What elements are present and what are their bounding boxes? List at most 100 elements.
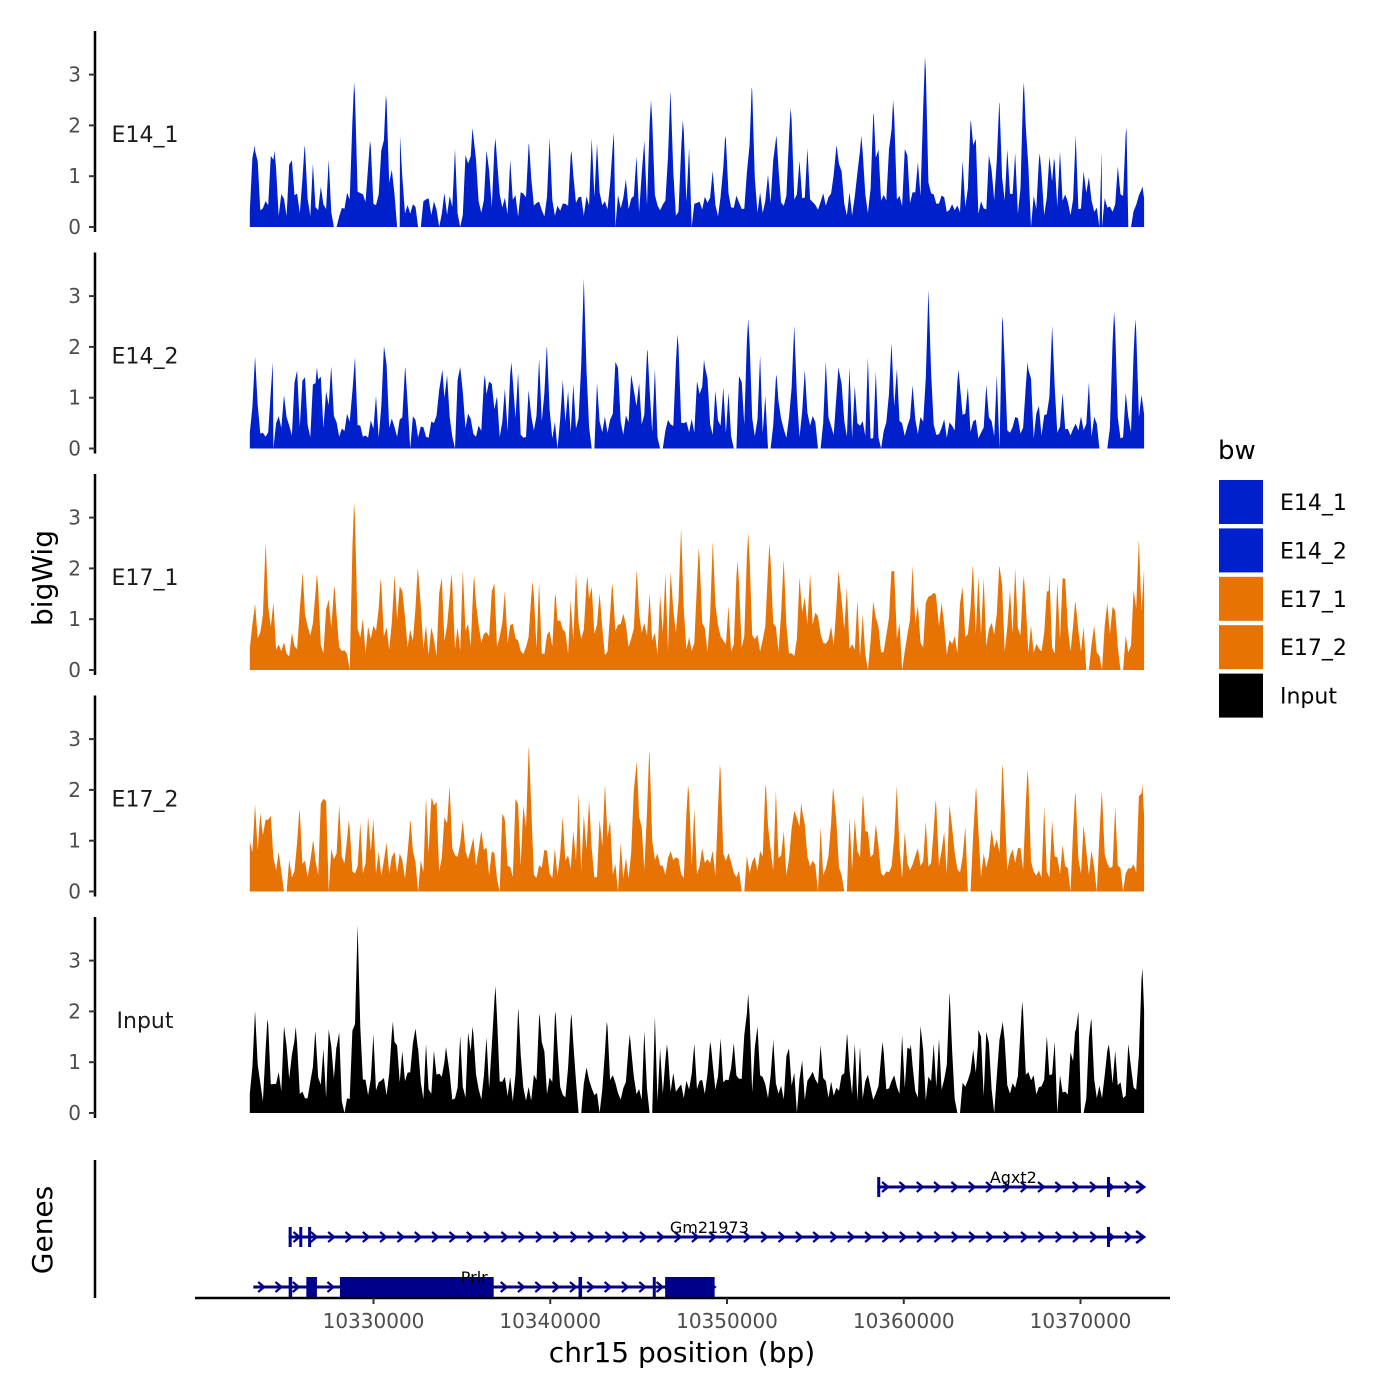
strand-arrow: [1054, 1181, 1064, 1193]
legend-item-E17_1: E17_1: [1219, 576, 1347, 621]
y-tick-label: 0: [68, 658, 81, 682]
strand-arrow: [655, 1281, 665, 1293]
strand-arrow: [1019, 1181, 1029, 1193]
gene-exon: [578, 1277, 583, 1297]
strand-arrow: [396, 1231, 406, 1243]
legend-label: Input: [1280, 685, 1337, 710]
strand-arrow: [569, 1281, 578, 1293]
y-tick-label: 2: [68, 556, 81, 580]
coverage-area-E17_2: [249, 746, 1145, 892]
strand-arrow: [1089, 1181, 1098, 1193]
strand-arrow: [916, 1231, 925, 1243]
y-tick-label: 1: [68, 164, 81, 188]
strand-arrow: [274, 1281, 284, 1293]
strand-arrow: [777, 1231, 787, 1243]
gene-exon: [299, 1227, 303, 1247]
strand-arrow: [414, 1231, 423, 1243]
y-tick-label: 1: [68, 829, 81, 853]
legend-swatch: [1219, 625, 1263, 670]
legend-swatch: [1219, 528, 1263, 573]
genes-panel: Agxt2 Gm21973 Prlr: [93, 1160, 1147, 1298]
strand-arrow: [725, 1231, 735, 1243]
strand-arrow: [292, 1281, 301, 1293]
strand-arrow: [534, 1281, 544, 1293]
y-tick-label: 3: [68, 63, 81, 87]
legend-swatch: [1219, 576, 1263, 621]
y-axis-title: bigWig: [26, 530, 59, 626]
legend-item-Input: Input: [1219, 673, 1337, 718]
strand-arrow: [586, 1281, 595, 1293]
gene-label: Gm21973: [670, 1218, 749, 1237]
track-E14_2: 0 1 2 3 E14_2: [68, 252, 1145, 461]
strand-arrow: [708, 1231, 717, 1243]
coverage-area-E14_2: [249, 278, 1145, 449]
coverage-area-E17_1: [249, 502, 1145, 670]
gene-Agxt2: Agxt2: [877, 1168, 1147, 1197]
strand-arrow: [621, 1231, 631, 1243]
gene-exon: [288, 1227, 292, 1247]
strand-arrow: [535, 1231, 544, 1243]
strand-arrow: [1135, 1230, 1147, 1244]
gene-exon: [308, 1227, 312, 1247]
track-E14_1: 0 1 2 3 E14_1: [68, 31, 1145, 239]
strand-arrow: [1071, 1181, 1081, 1193]
strand-arrow: [310, 1231, 319, 1243]
strand-arrow: [673, 1231, 683, 1243]
x-axis: 10330000 10340000 10350000 10360000 10370000: [195, 1296, 1170, 1333]
legend-label: E14_2: [1280, 539, 1347, 564]
gene-exon: [306, 1277, 317, 1297]
strand-arrow: [621, 1281, 630, 1293]
strand-arrow: [1002, 1231, 1012, 1243]
strand-arrow: [951, 1231, 960, 1243]
gene-label: Agxt2: [990, 1168, 1037, 1187]
strand-arrow: [327, 1231, 336, 1243]
strand-arrow: [1037, 1231, 1047, 1243]
strand-arrow: [812, 1231, 821, 1243]
legend-item-E14_2: E14_2: [1219, 528, 1347, 573]
y-tick-label: 2: [68, 335, 81, 359]
x-tick-label: 10330000: [323, 1309, 425, 1333]
y-tick-label: 3: [68, 727, 81, 751]
strand-arrow: [933, 1181, 942, 1193]
strand-arrow: [1124, 1231, 1133, 1243]
strand-arrow: [1089, 1231, 1099, 1243]
gene-exon: [877, 1177, 881, 1197]
legend-label: E14_1: [1280, 491, 1347, 516]
y-tick-label: 1: [68, 607, 81, 631]
strand-arrow: [569, 1231, 579, 1243]
strand-arrow: [1123, 1181, 1133, 1193]
y-tick-label: 1: [68, 386, 81, 410]
strand-arrow: [881, 1231, 891, 1243]
strand-arrow: [950, 1181, 960, 1193]
x-tick-label: 10370000: [1030, 1309, 1132, 1333]
track-E17_1: 0 1 2 3 E17_1: [68, 474, 1145, 682]
track-label: E17_1: [112, 566, 179, 591]
strand-arrow: [344, 1231, 354, 1243]
legend-item-E14_1: E14_1: [1219, 480, 1347, 524]
strand-arrow: [1037, 1181, 1046, 1193]
gene-exon: [288, 1277, 293, 1297]
strand-arrow: [257, 1281, 266, 1293]
strand-arrow: [1135, 1180, 1147, 1194]
legend-label: E17_1: [1280, 588, 1347, 613]
strand-arrow: [604, 1231, 614, 1243]
coverage-tracks: 0 1 2 3 E14_1 0 1 2 3 E14_2 0 1 2 3 E17_1 0 1 2 3 E17_2 0 1 2 3…: [68, 31, 1145, 1125]
legend-title: bw: [1218, 436, 1256, 466]
gene-label: Prlr: [461, 1268, 488, 1287]
legend-item-E17_2: E17_2: [1219, 625, 1347, 670]
strand-arrow: [500, 1231, 510, 1243]
x-tick-label: 10350000: [676, 1309, 778, 1333]
track-Input: 0 1 2 3 Input: [68, 917, 1145, 1125]
y-tick-label: 2: [68, 778, 81, 802]
track-label: E14_1: [112, 123, 179, 148]
strand-arrow: [1002, 1181, 1012, 1193]
strand-arrow: [967, 1181, 977, 1193]
y-tick-label: 3: [68, 506, 81, 530]
y-tick-label: 0: [68, 880, 81, 904]
gene-exon: [1107, 1177, 1111, 1197]
strand-arrow: [466, 1231, 475, 1243]
y-tick-label: 1: [68, 1050, 81, 1074]
track-label: Input: [117, 1009, 174, 1034]
strand-arrow: [638, 1281, 647, 1293]
strand-arrow: [985, 1231, 995, 1243]
